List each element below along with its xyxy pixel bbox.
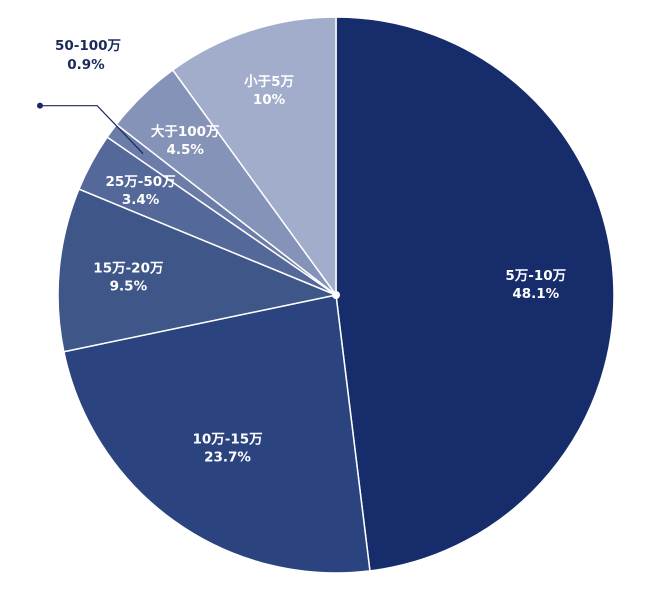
pie-slice-2 <box>57 188 339 353</box>
leader-line-4 <box>40 105 144 155</box>
pie-slice-1 <box>62 294 371 574</box>
slice-label-0: 5万-10万 <box>505 268 566 284</box>
pie-labels: 5万-10万 48.1% 10万-15万 23.7% 15万-20万 9.5% 25万-50… <box>37 38 566 465</box>
slice-value-6: 10% <box>253 92 286 108</box>
slice-value-1: 23.7% <box>204 449 251 465</box>
pie-center-dot <box>332 291 340 299</box>
leader-dot-4 <box>37 102 43 109</box>
pie-slice-6 <box>171 16 337 298</box>
pie-slice-0 <box>335 16 615 572</box>
slice-label-5: 大于100万 <box>151 123 220 140</box>
slice-label-4: 50-100万 <box>55 38 121 54</box>
slice-value-2: 9.5% <box>110 279 148 295</box>
slice-value-0: 48.1% <box>512 286 559 302</box>
slice-label-6: 小于5万 <box>244 74 294 90</box>
slice-label-2: 15万-20万 <box>93 261 163 277</box>
slice-value-4: 0.9% <box>67 57 105 73</box>
slice-label-3: 25万-50万 <box>105 174 175 190</box>
slice-value-3: 3.4% <box>122 192 160 208</box>
slice-label-1: 10万-15万 <box>192 431 262 447</box>
pie-slices <box>57 16 615 574</box>
slice-value-5: 4.5% <box>166 142 204 158</box>
